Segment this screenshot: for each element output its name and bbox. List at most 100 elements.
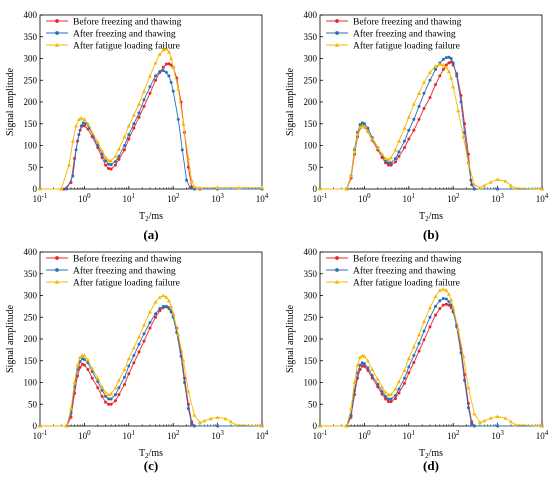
data-point	[131, 345, 136, 350]
data-point	[228, 419, 233, 424]
data-point	[179, 354, 183, 358]
legend-label: Before freezing and thawing	[353, 17, 462, 28]
x-tick-label: 10-1	[33, 192, 48, 204]
data-point	[185, 178, 189, 182]
data-point	[370, 374, 374, 378]
y-tick-label: 350	[24, 32, 38, 42]
y-axis-label: Signal amplitude	[5, 67, 16, 136]
data-point	[113, 399, 117, 403]
data-point	[109, 391, 114, 396]
y-tick-label: 50	[308, 399, 318, 409]
y-tick-label: 250	[24, 312, 38, 322]
data-point	[109, 158, 114, 163]
y-tick-label: 0	[33, 184, 38, 194]
data-point	[444, 288, 449, 292]
data-point	[171, 65, 176, 69]
series-line	[320, 63, 543, 190]
data-point	[107, 397, 111, 401]
data-point	[90, 370, 94, 374]
data-point	[107, 167, 111, 171]
data-point	[127, 364, 131, 368]
data-point	[164, 304, 168, 308]
data-point	[444, 56, 448, 60]
data-point	[503, 179, 508, 183]
data-point	[389, 392, 394, 396]
chart-panel-b: 0 50 100 150 200 250 300 350 400 10-1 100 101 102 103…	[285, 10, 549, 242]
data-point	[422, 91, 426, 95]
data-point	[236, 185, 241, 190]
data-point	[75, 363, 80, 367]
data-point	[142, 98, 146, 102]
data-point	[216, 424, 220, 428]
x-tick-label: 101	[403, 429, 416, 441]
data-point	[100, 384, 105, 389]
data-point	[477, 185, 482, 190]
data-point	[132, 354, 136, 358]
x-tick-label: 103	[491, 192, 504, 204]
data-point	[438, 74, 442, 78]
data-point	[167, 62, 171, 66]
data-point	[441, 57, 445, 61]
data-point	[100, 394, 104, 398]
y-axis-label: Signal amplitude	[285, 304, 296, 373]
x-tick-label: 100	[358, 192, 371, 204]
data-point	[74, 123, 79, 128]
series-3	[38, 293, 264, 428]
data-point	[100, 148, 105, 153]
data-point	[69, 406, 74, 411]
data-point	[188, 186, 192, 190]
legend-label: After fatigue loading failure	[353, 41, 460, 52]
data-point	[417, 91, 422, 95]
data-point	[358, 125, 363, 129]
data-point	[79, 124, 83, 128]
data-point	[389, 163, 393, 167]
x-tick-label: 104	[256, 192, 269, 204]
data-point	[82, 363, 86, 367]
data-point	[412, 360, 416, 364]
data-point	[192, 424, 196, 428]
data-point	[402, 381, 406, 385]
data-point	[260, 185, 264, 190]
y-tick-label: 300	[24, 54, 38, 64]
data-point	[109, 167, 113, 171]
data-point	[126, 356, 131, 361]
data-point	[59, 187, 64, 191]
data-point	[437, 62, 442, 66]
data-point	[466, 160, 471, 165]
data-point	[137, 115, 141, 119]
legend-label: Before freezing and thawing	[353, 254, 462, 265]
data-point	[176, 86, 181, 91]
data-point	[116, 378, 121, 382]
data-point	[383, 390, 388, 394]
data-point	[455, 74, 459, 78]
data-point	[434, 304, 438, 308]
data-point	[427, 70, 432, 75]
data-point	[186, 389, 191, 393]
data-point	[183, 381, 187, 384]
data-point	[109, 397, 113, 401]
x-tick-label: 101	[123, 192, 136, 204]
legend-marker	[334, 42, 340, 47]
data-point	[109, 402, 113, 406]
y-tick-label: 0	[313, 184, 318, 194]
data-point	[161, 65, 165, 69]
y-tick-label: 300	[304, 54, 318, 64]
data-point	[387, 400, 391, 404]
data-point	[402, 139, 406, 143]
data-point	[192, 184, 197, 189]
data-point	[122, 383, 126, 387]
data-point	[78, 355, 83, 359]
data-point	[113, 393, 117, 397]
data-point	[358, 123, 362, 127]
data-point	[153, 300, 158, 304]
x-tick-label: 102	[167, 192, 180, 204]
data-point	[154, 78, 158, 82]
data-point	[85, 121, 90, 126]
x-axis-label: T2/ms	[139, 211, 163, 223]
data-point	[396, 139, 401, 143]
panel-label: (d)	[423, 458, 439, 473]
data-point	[393, 397, 397, 401]
y-tick-label: 300	[24, 291, 38, 301]
data-point	[148, 320, 152, 324]
data-point	[470, 422, 474, 426]
